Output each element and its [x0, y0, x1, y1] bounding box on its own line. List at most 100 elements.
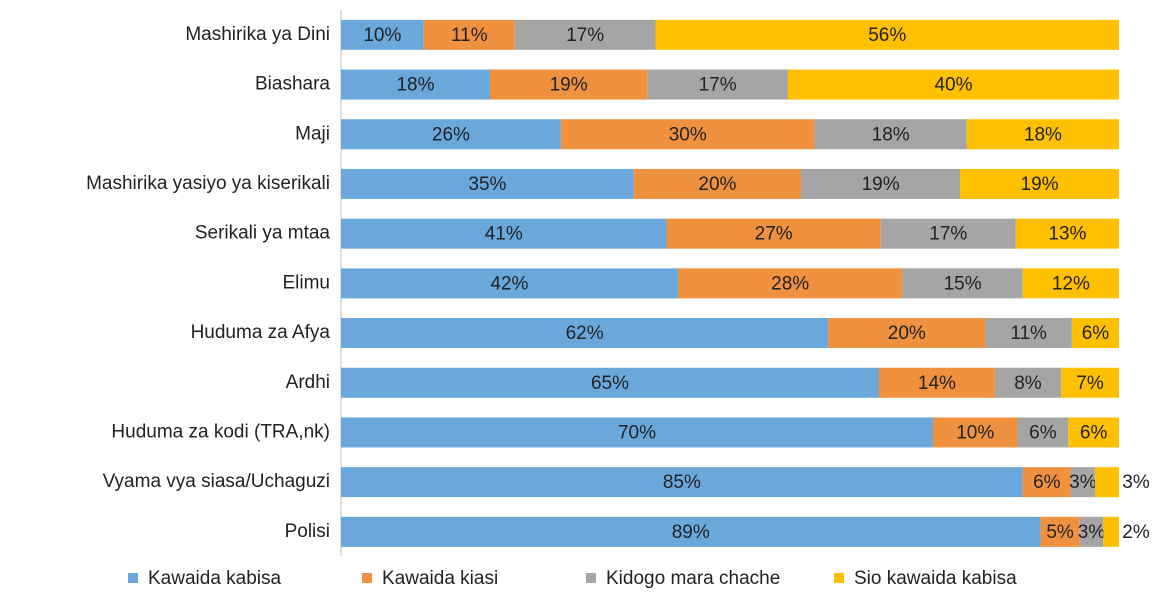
category-label: Mashirika ya Dini [185, 24, 330, 45]
value-label: 17% [929, 224, 967, 245]
legend-label: Kawaida kabisa [148, 568, 282, 589]
value-label: 2% [1122, 522, 1150, 543]
bar-segment [880, 218, 1016, 249]
bar-segment [1061, 367, 1119, 398]
value-label: 89% [672, 522, 710, 543]
value-label: 20% [888, 323, 926, 344]
value-label: 7% [1076, 373, 1104, 394]
category-label: Polisi [285, 521, 330, 542]
bar-segment [655, 19, 1119, 50]
value-label: 3% [1069, 472, 1097, 493]
bar-segment [902, 268, 1023, 299]
bar-segment [647, 69, 788, 100]
bar-segment [1079, 516, 1104, 547]
value-label: 13% [1048, 224, 1086, 245]
value-label: 17% [699, 75, 737, 96]
category-label: Maji [295, 123, 330, 144]
value-label: 70% [618, 422, 656, 443]
bar-segment [985, 318, 1072, 349]
value-label: 3% [1078, 522, 1106, 543]
value-label: 19% [862, 174, 900, 195]
value-label: 35% [468, 174, 506, 195]
bar-segment [560, 119, 815, 150]
bar-segment [828, 318, 986, 349]
category-label: Mashirika yasiyo ya kiserikali [86, 173, 330, 194]
bar-segment [423, 19, 515, 50]
value-label: 8% [1014, 373, 1042, 394]
value-label: 6% [1033, 472, 1061, 493]
bar-segment [677, 268, 903, 299]
bar-segment [489, 69, 648, 100]
value-label: 20% [698, 174, 736, 195]
value-label: 40% [934, 75, 972, 96]
bar-segment [1094, 467, 1119, 498]
legend-label: Kidogo mara chache [606, 568, 780, 589]
bar-segment [341, 318, 829, 349]
bar-segment [932, 417, 1018, 448]
category-label: Biashara [255, 74, 330, 95]
bar-segment [814, 119, 967, 150]
bar-segment [1103, 516, 1119, 547]
bar-segment [1071, 318, 1119, 349]
value-label: 18% [872, 124, 910, 145]
bar-segment [341, 168, 634, 199]
value-label: 42% [490, 273, 528, 294]
value-label: 62% [566, 323, 604, 344]
bar-segment [341, 367, 879, 398]
value-label: 18% [1024, 124, 1062, 145]
bar-segment [341, 19, 424, 50]
value-label: 12% [1052, 273, 1090, 294]
value-label: 6% [1080, 422, 1108, 443]
bar-segment [1070, 467, 1095, 498]
value-label: 30% [669, 124, 707, 145]
legend-swatch [362, 573, 372, 583]
legend-swatch [834, 573, 844, 583]
value-label: 14% [918, 373, 956, 394]
bar-segment [514, 19, 656, 50]
value-label: 3% [1122, 472, 1150, 493]
category-label: Huduma za kodi (TRA,nk) [111, 421, 330, 442]
category-label: Ardhi [286, 372, 330, 393]
bar-segment [1022, 467, 1071, 498]
legend-label: Kawaida kiasi [382, 568, 498, 589]
value-label: 65% [591, 373, 629, 394]
bar-segment [878, 367, 995, 398]
bar-segment [633, 168, 802, 199]
bar-segment [1022, 268, 1119, 299]
value-label: 27% [755, 224, 793, 245]
value-label: 15% [944, 273, 982, 294]
value-label: 56% [868, 25, 906, 46]
bar-segment [341, 467, 1023, 498]
bar-segment [966, 119, 1119, 150]
bar-segment [341, 69, 490, 100]
value-label: 26% [432, 124, 470, 145]
value-label: 19% [1021, 174, 1059, 195]
bar-segment [1015, 218, 1119, 249]
legend-swatch [586, 573, 596, 583]
value-label: 10% [956, 422, 994, 443]
bar-segment [1068, 417, 1119, 448]
bar-segment [1017, 417, 1069, 448]
value-label: 11% [1010, 323, 1047, 344]
legend-label: Sio kawaida kabisa [854, 568, 1017, 589]
category-label: Vyama vya siasa/Uchaguzi [103, 471, 330, 492]
category-label: Elimu [282, 272, 330, 293]
bar-segment [801, 168, 961, 199]
value-label: 85% [663, 472, 701, 493]
value-label: 11% [451, 25, 488, 46]
bar-segment [341, 516, 1041, 547]
bar-segment [666, 218, 881, 249]
value-label: 28% [771, 273, 809, 294]
bar-segment [960, 168, 1119, 199]
bar-segment [787, 69, 1119, 100]
value-label: 6% [1082, 323, 1110, 344]
category-label: Huduma za Afya [191, 322, 331, 343]
value-label: 10% [363, 25, 401, 46]
bar-segment [341, 218, 667, 249]
value-label: 5% [1046, 522, 1074, 543]
value-label: 17% [566, 25, 604, 46]
value-label: 6% [1029, 422, 1057, 443]
bar-segment [994, 367, 1062, 398]
value-label: 41% [485, 224, 523, 245]
